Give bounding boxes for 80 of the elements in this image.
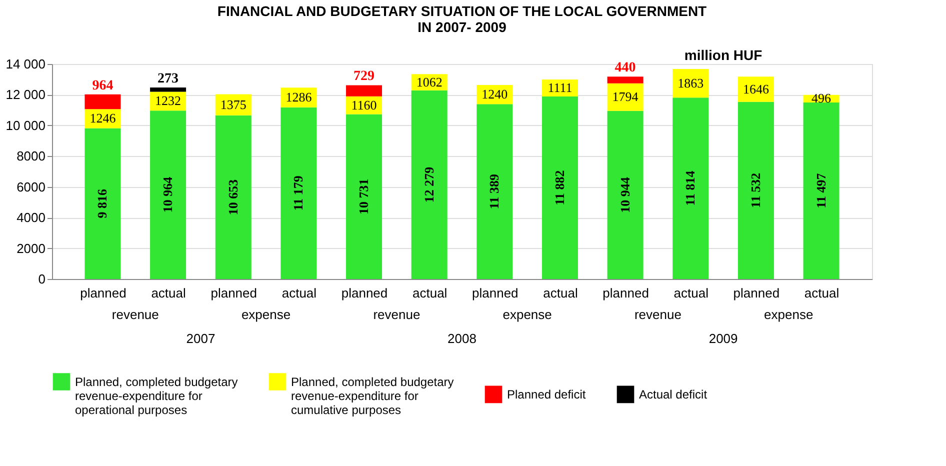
data-label: 1232 [155,93,182,108]
text: revenue [112,307,159,322]
bar [280,107,317,279]
bar [738,102,774,279]
data-label: 964 [92,78,114,94]
y-tick-label: 0 [38,272,46,286]
y-tick-label: 6000 [16,179,46,194]
legend-label: Actual deficit [639,387,708,402]
legend-label: Planned, completed budgetary revenue-expenditure for operational purposes [75,374,238,417]
y-tick-label: 14 000 [6,56,46,72]
data-label: 1863 [678,75,704,90]
bar [672,98,709,279]
data-label: 1794 [612,89,639,104]
legend-label: Planned, completed budgetary revenue-expenditure for cumulative purposes [291,374,454,417]
chart-title: FINANCIAL AND BUDGETARY SITUATION OF THE LOCAL GOVERNMENT IN 2007- 2009 [217,3,708,35]
data-label: 273 [158,72,179,87]
x-tick-label: actual [804,286,840,300]
data-label: 10 964 [160,176,176,213]
text: revenue [373,307,420,322]
data-label: 1240 [482,86,508,102]
bar [84,94,121,110]
y-tick-label: 2000 [16,240,46,256]
bar [84,128,121,279]
legend-label: Planned deficit [507,387,586,402]
y-tick-label: 12 000 [6,87,46,102]
bar [476,104,513,279]
data-label: 1286 [286,89,312,104]
x-tick-label: actual [412,286,448,300]
data-label: 12 279 [421,166,436,203]
data-label: 11 882 [552,170,567,206]
y-tick-label: 10 000 [6,118,46,133]
x-tick-label: planned [602,286,649,300]
data-label: 11 179 [290,175,306,211]
data-label: 1111 [548,80,572,95]
text: expense [764,307,814,322]
text: expense [241,307,291,322]
data-label: 10 653 [225,178,240,216]
data-label: 1062 [416,74,442,90]
text: expense [502,307,552,322]
text: million HUF [684,47,763,63]
bar [607,83,644,111]
y-tick-label: 8000 [16,148,46,164]
x-tick-label: actual [674,286,709,300]
bar [150,88,186,92]
bar [803,102,840,279]
bar [346,85,382,96]
data-label: 11 814 [682,170,698,206]
data-label: 11 389 [486,174,502,210]
text: 2007 [186,331,216,346]
bar [411,90,448,279]
data-label: 496 [812,90,832,106]
bar [607,110,644,279]
x-tick-label: planned [80,286,126,300]
bar [150,110,186,279]
bar [346,114,382,279]
data-label: 1160 [351,97,377,112]
data-label: 9 816 [94,188,110,218]
data-label: 10 944 [617,176,632,213]
data-label: 11 532 [748,172,763,208]
x-tick-label: planned [341,286,388,300]
data-label: 440 [614,60,636,76]
text: 2009 [708,331,738,346]
data-label: 1646 [742,81,770,96]
text: revenue [634,307,682,322]
x-tick-label: planned [472,286,518,300]
data-label: 11 497 [813,172,828,208]
bar [607,76,644,84]
data-label: 10 731 [356,178,372,214]
data-label: 1375 [220,96,246,112]
data-label: 1246 [90,110,116,126]
data-label: 729 [354,69,375,84]
x-tick-label: planned [733,286,780,300]
x-tick-label: actual [282,286,317,300]
x-tick-label: planned [210,286,258,300]
text: 2008 [448,331,476,346]
bar [215,115,252,279]
x-tick-label: actual [151,286,186,300]
bar [542,96,578,279]
y-tick-label: 4000 [16,210,46,226]
x-tick-label: actual [543,286,578,300]
